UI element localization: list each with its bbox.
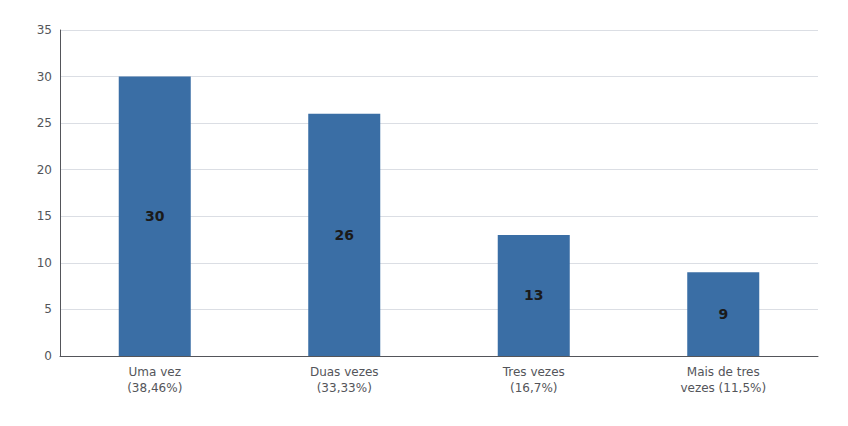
svg-text:10: 10 — [37, 256, 52, 270]
svg-text:Mais de tres: Mais de tres — [687, 365, 760, 379]
svg-text:26: 26 — [335, 227, 354, 243]
svg-text:25: 25 — [37, 116, 52, 130]
svg-text:(16,7%): (16,7%) — [510, 381, 557, 395]
svg-text:vezes (11,5%): vezes (11,5%) — [680, 381, 766, 395]
svg-text:30: 30 — [145, 208, 165, 224]
svg-text:13: 13 — [524, 287, 543, 303]
svg-text:9: 9 — [718, 306, 728, 322]
svg-text:(33,33%): (33,33%) — [317, 381, 372, 395]
svg-text:Duas vezes: Duas vezes — [310, 365, 379, 379]
svg-text:5: 5 — [44, 302, 52, 316]
svg-text:Uma vez: Uma vez — [129, 365, 181, 379]
svg-text:(38,46%): (38,46%) — [127, 381, 182, 395]
svg-text:0: 0 — [44, 349, 52, 363]
svg-text:30: 30 — [37, 70, 52, 84]
svg-text:35: 35 — [37, 23, 52, 37]
svg-text:Tres vezes: Tres vezes — [502, 365, 565, 379]
svg-text:20: 20 — [37, 163, 52, 177]
svg-text:15: 15 — [37, 209, 52, 223]
